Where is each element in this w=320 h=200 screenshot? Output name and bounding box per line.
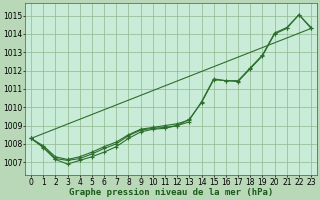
X-axis label: Graphe pression niveau de la mer (hPa): Graphe pression niveau de la mer (hPa) bbox=[69, 188, 273, 197]
